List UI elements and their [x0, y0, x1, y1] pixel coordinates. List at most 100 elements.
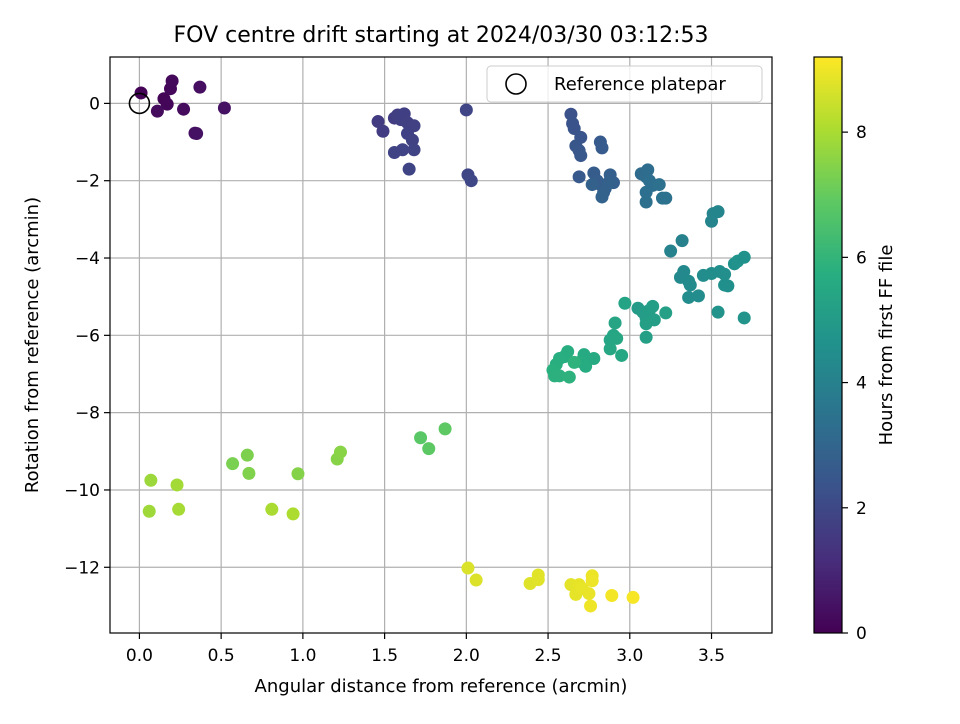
- scatter-point: [142, 504, 156, 518]
- scatter-point: [618, 296, 632, 310]
- scatter-point: [721, 279, 735, 293]
- y-tick-label: −6: [75, 326, 100, 346]
- y-tick-label: −12: [64, 558, 100, 578]
- x-tick-label: 0.5: [208, 646, 235, 666]
- scatter-point: [574, 149, 588, 163]
- scatter-point: [226, 457, 240, 471]
- x-tick-label: 0.0: [126, 646, 153, 666]
- scatter-point: [567, 355, 581, 369]
- scatter-point: [461, 561, 475, 575]
- reference-platepar-marker: [128, 92, 151, 115]
- scatter-point: [579, 359, 593, 373]
- scatter-point: [675, 234, 689, 248]
- scatter-point: [553, 369, 567, 383]
- scatter-point: [469, 573, 483, 587]
- scatter-point: [582, 587, 596, 601]
- scatter-point: [405, 133, 419, 147]
- scatter-point: [659, 306, 673, 320]
- colorbar-tick-label: 8: [856, 123, 867, 143]
- scatter-point: [639, 185, 653, 199]
- scatter-point: [587, 352, 601, 366]
- scatter-point: [677, 265, 691, 279]
- scatter-point: [664, 244, 678, 258]
- scatter-point: [711, 305, 725, 319]
- scatter-point: [242, 466, 256, 480]
- scatter-point: [585, 574, 599, 588]
- scatter-point: [608, 316, 622, 330]
- y-tick-label: −8: [75, 404, 100, 424]
- y-tick-label: −10: [64, 481, 100, 501]
- scatter-point: [240, 448, 254, 462]
- legend-marker-icon: [505, 73, 527, 95]
- scatter-point: [193, 80, 207, 94]
- grid: [110, 57, 772, 633]
- scatter-point: [160, 97, 174, 111]
- x-tick-label: 1.0: [289, 646, 316, 666]
- scatter-point: [615, 348, 629, 362]
- colorbar-tick-label: 0: [856, 624, 867, 644]
- scatter-point: [438, 422, 452, 436]
- colorbar-ticks: 0 2 4 6 8: [842, 123, 867, 644]
- y-axis-ticks: 0 −2 −4 −6 −8 −10 −12: [64, 94, 110, 578]
- x-axis-ticks: 0.0 0.5 1.0 1.5 2.0 2.5 3.0 3.5: [126, 633, 725, 666]
- scatter-point: [150, 104, 164, 118]
- scatter-point: [711, 205, 725, 219]
- legend: Reference platepar: [486, 65, 763, 103]
- scatter-point: [682, 290, 696, 304]
- scatter-point: [422, 442, 436, 456]
- scatter-point: [144, 473, 158, 487]
- scatter-point: [626, 590, 640, 604]
- scatter-point: [567, 122, 581, 136]
- scatter-points: [134, 74, 751, 613]
- scatter-point: [595, 190, 609, 204]
- scatter-point: [603, 342, 617, 356]
- legend-entry: Reference platepar: [554, 74, 726, 95]
- x-tick-label: 2.5: [535, 646, 562, 666]
- scatter-point: [585, 178, 599, 192]
- scatter-point: [291, 467, 305, 481]
- scatter-point: [376, 124, 390, 138]
- scatter-point: [170, 478, 184, 492]
- scatter-point: [387, 145, 401, 159]
- scatter-point: [165, 74, 179, 88]
- scatter-point: [414, 431, 428, 445]
- x-axis-label: Angular distance from reference (arcmin): [255, 676, 628, 697]
- scatter-point: [639, 195, 653, 209]
- x-tick-label: 1.5: [371, 646, 398, 666]
- scatter-point: [464, 174, 478, 188]
- scatter-point: [652, 178, 666, 192]
- scatter-point: [641, 163, 655, 177]
- scatter-point: [190, 127, 204, 141]
- colorbar: [813, 56, 843, 634]
- scatter-point: [605, 589, 619, 603]
- scatter-point: [177, 102, 191, 116]
- scatter-point: [333, 445, 347, 459]
- colorbar-tick-label: 6: [856, 248, 867, 268]
- chart-title: FOV centre drift starting at 2024/03/30 …: [174, 23, 709, 48]
- scatter-point: [371, 115, 385, 129]
- scatter-point: [737, 250, 751, 264]
- y-axis-label: Rotation from reference (arcmin): [22, 197, 43, 493]
- x-tick-label: 3.5: [698, 646, 725, 666]
- scatter-point: [265, 502, 279, 516]
- scatter-point: [737, 311, 751, 325]
- scatter-point: [639, 317, 653, 331]
- scatter-point: [572, 170, 586, 184]
- scatter-point: [639, 330, 653, 344]
- scatter-point: [683, 278, 697, 292]
- scatter-point: [584, 599, 598, 613]
- scatter-point: [691, 289, 705, 303]
- plot-frame: [109, 56, 773, 634]
- x-tick-label: 2.0: [453, 646, 480, 666]
- y-tick-label: −2: [75, 172, 100, 192]
- scatter-point: [610, 331, 624, 345]
- scatter-point: [602, 176, 616, 190]
- scatter-point: [718, 267, 732, 281]
- scatter-point: [595, 141, 609, 155]
- scatter-point: [172, 502, 186, 516]
- y-tick-label: −4: [75, 249, 100, 269]
- scatter-point: [646, 299, 660, 313]
- x-tick-label: 3.0: [616, 646, 643, 666]
- colorbar-tick-label: 4: [856, 374, 867, 394]
